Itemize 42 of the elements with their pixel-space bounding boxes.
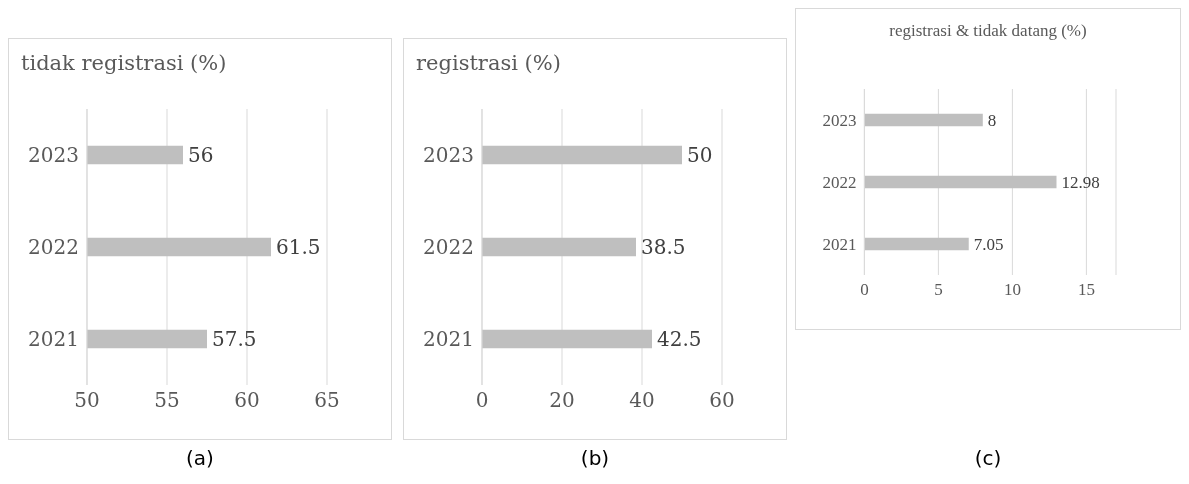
y-tick-label: 2023 bbox=[822, 111, 857, 131]
x-tick-label: 0 bbox=[475, 388, 489, 413]
x-tick-label: 20 bbox=[549, 388, 575, 413]
x-tick-label: 0 bbox=[860, 280, 869, 300]
data-label: 56 bbox=[188, 143, 214, 168]
x-tick-label: 5 bbox=[934, 280, 943, 300]
text: (c) bbox=[973, 446, 1003, 470]
y-tick-label: 2022 bbox=[28, 235, 79, 260]
bar bbox=[864, 175, 1057, 189]
text: (a) bbox=[185, 446, 215, 470]
chart-title: registrasi (%) bbox=[416, 51, 562, 75]
data-label: 50 bbox=[687, 143, 713, 168]
data-label: 57.5 bbox=[212, 327, 257, 352]
y-tick-label: 2021 bbox=[822, 235, 857, 255]
data-label: 42.5 bbox=[657, 327, 702, 352]
x-tick-label: 55 bbox=[154, 388, 180, 413]
data-label: 61.5 bbox=[276, 235, 321, 260]
chart-title: tidak registrasi (%) bbox=[21, 51, 228, 75]
x-tick-label: 50 bbox=[74, 388, 100, 413]
data-label: 8 bbox=[987, 111, 997, 131]
x-tick-label: 15 bbox=[1077, 280, 1095, 300]
bar bbox=[864, 237, 969, 251]
bar bbox=[482, 145, 682, 165]
y-tick-label: 2023 bbox=[28, 143, 79, 168]
bar bbox=[482, 237, 636, 257]
bar bbox=[482, 329, 652, 349]
y-tick-label: 2021 bbox=[423, 327, 474, 352]
x-tick-label: 10 bbox=[1003, 280, 1021, 300]
chart-title: registrasi & tidak datang (%) bbox=[888, 21, 1088, 41]
y-tick-label: 2022 bbox=[423, 235, 474, 260]
data-label: 38.5 bbox=[641, 235, 686, 260]
x-tick-label: 60 bbox=[709, 388, 735, 413]
data-label: 12.98 bbox=[1061, 173, 1100, 193]
data-label: 7.05 bbox=[973, 235, 1004, 255]
x-tick-label: 40 bbox=[629, 388, 655, 413]
x-tick-label: 65 bbox=[314, 388, 340, 413]
bar bbox=[864, 113, 983, 127]
y-tick-label: 2023 bbox=[423, 143, 474, 168]
y-tick-label: 2022 bbox=[822, 173, 857, 193]
x-tick-label: 60 bbox=[234, 388, 260, 413]
y-tick-label: 2021 bbox=[28, 327, 79, 352]
text: (b) bbox=[579, 446, 611, 470]
